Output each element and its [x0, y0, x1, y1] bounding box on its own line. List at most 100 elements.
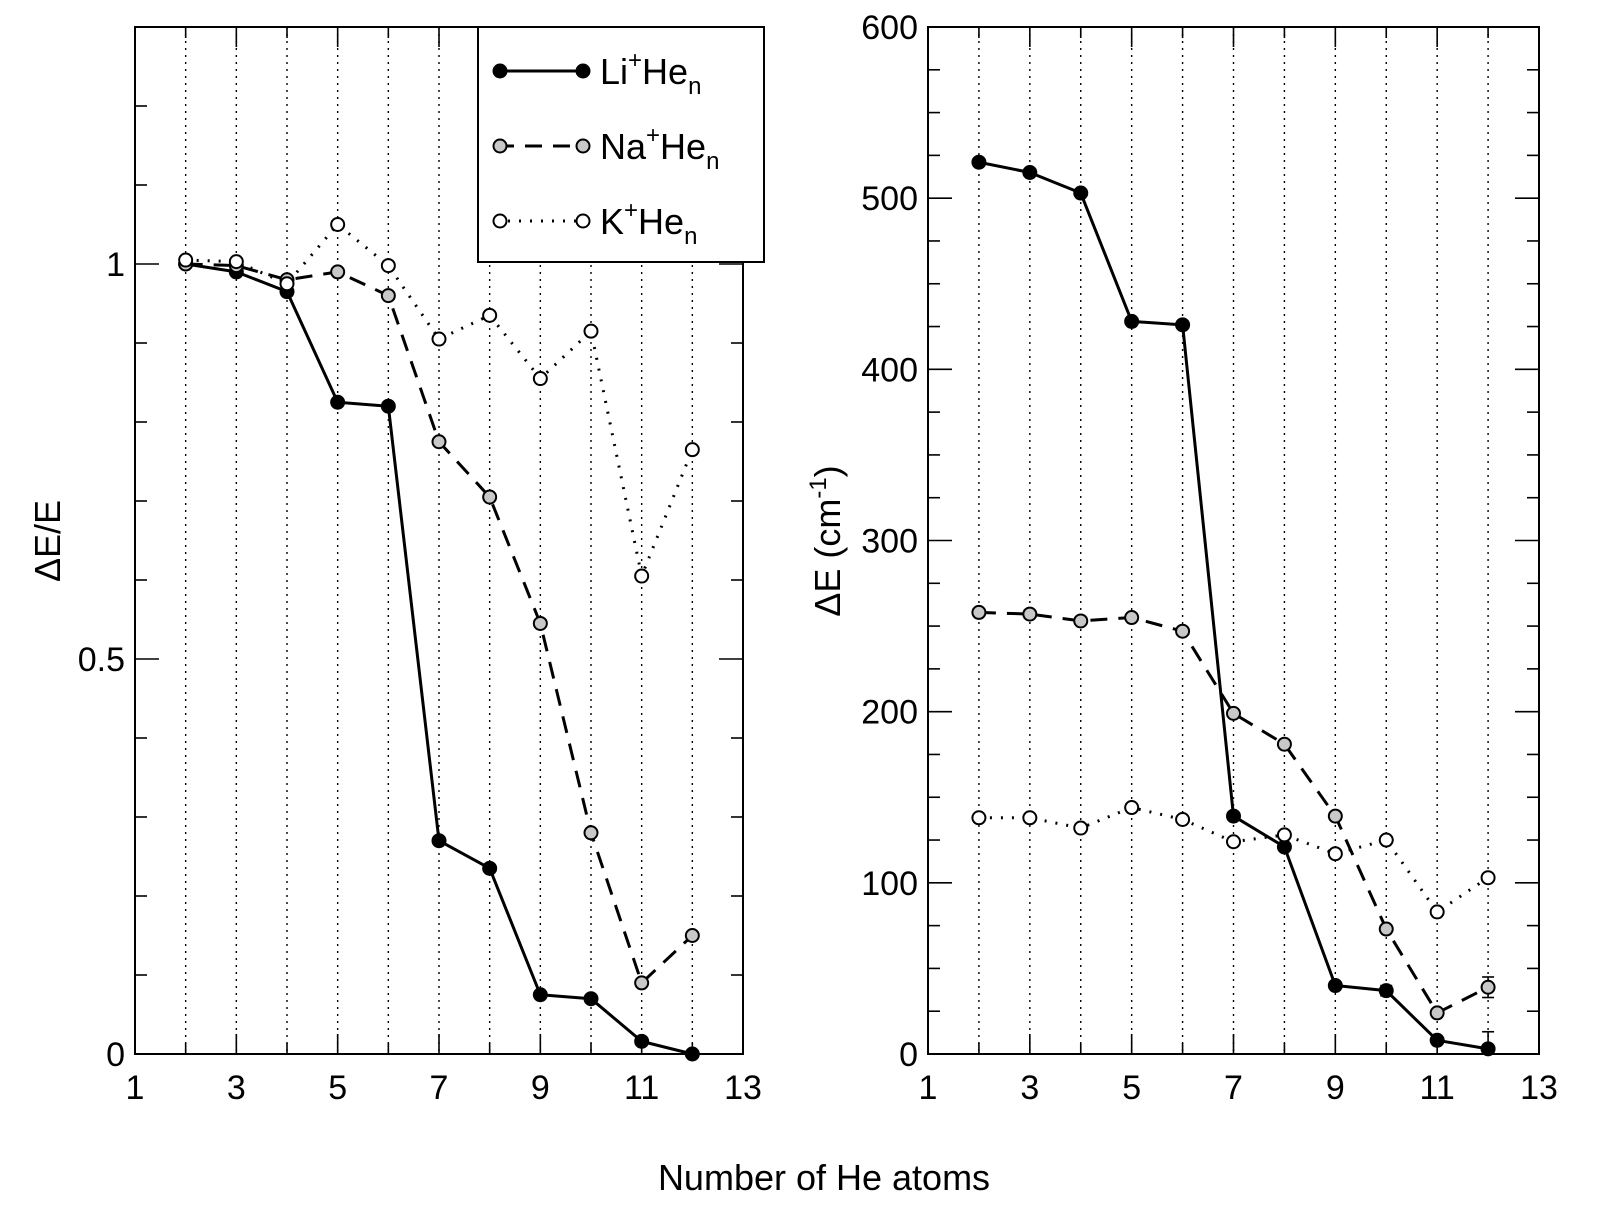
data-point-li [482, 860, 498, 876]
x-tick-label: 1 [919, 1069, 938, 1107]
y-tick-label: 1 [106, 246, 125, 284]
data-point-li [1073, 185, 1089, 201]
y-tick-label: 600 [861, 9, 918, 47]
data-point-k [1276, 827, 1292, 843]
x-tick-label: 7 [430, 1069, 449, 1107]
data-point-li [971, 154, 987, 170]
series-line-k [185, 223, 694, 578]
data-point-k [1480, 870, 1496, 886]
y-axis-label-left: ΔE/E [27, 500, 68, 582]
legend-label-na: Na+Hen [600, 122, 719, 175]
data-point-na [1124, 610, 1140, 626]
plot-frame [927, 26, 1540, 1055]
data-point-k [1327, 846, 1343, 862]
x-tick-label: 13 [724, 1069, 762, 1107]
x-tick-label: 11 [1420, 1069, 1455, 1107]
x-tick-label: 5 [1122, 1069, 1141, 1107]
data-point-na [330, 264, 346, 280]
data-point-na [1175, 623, 1191, 639]
data-point-k [1073, 820, 1089, 836]
data-point-k [1022, 810, 1038, 826]
data-point-k [634, 568, 650, 584]
legend-marker-na [575, 138, 591, 154]
y-tick-label: 0 [106, 1036, 125, 1074]
data-point-k [178, 252, 194, 268]
legend: Li+Hen Na+Hen K+Hen [477, 26, 765, 263]
legend-marker-li [575, 63, 591, 79]
series-line-li [978, 160, 1489, 1051]
legend-marker-k [492, 213, 508, 229]
data-point-li [634, 1033, 650, 1049]
x-tick-label: 13 [1520, 1069, 1558, 1107]
data-point-k [971, 810, 987, 826]
y-axis-label-right: ΔE (cm-1) [805, 465, 848, 616]
data-point-na [1073, 613, 1089, 629]
data-point-na [1429, 1005, 1445, 1021]
data-point-k [1175, 812, 1191, 828]
y-tick-label: 100 [861, 865, 918, 903]
y-tick-label: 300 [861, 523, 918, 561]
data-point-na [583, 825, 599, 841]
data-point-na [1276, 736, 1292, 752]
data-point-k [532, 371, 548, 387]
legend-marker-li [492, 63, 508, 79]
x-tick-label: 3 [227, 1069, 246, 1107]
y-tick-label: 500 [861, 180, 918, 218]
plot-frame [134, 26, 744, 1055]
data-point-k [380, 258, 396, 274]
data-point-k [583, 323, 599, 339]
y-tick-label: 400 [861, 351, 918, 389]
data-point-na [380, 288, 396, 304]
data-point-li [684, 1046, 700, 1062]
data-point-k [1378, 832, 1394, 848]
data-point-k [1429, 904, 1445, 920]
data-point-li [431, 833, 447, 849]
legend-label-k: K+Hen [600, 197, 697, 250]
x-tick-label: 5 [328, 1069, 347, 1107]
data-point-li [1480, 1041, 1496, 1057]
data-point-na [431, 434, 447, 450]
data-point-k [1226, 834, 1241, 850]
legend-entry-na: Na+Hen [492, 122, 719, 175]
data-point-li [1429, 1032, 1445, 1048]
x-tick-label: 7 [1224, 1069, 1243, 1107]
data-point-na [1480, 979, 1496, 995]
legend-label-li: Li+Hen [600, 47, 701, 100]
data-point-k [1124, 800, 1140, 816]
x-axis-label: Number of He atoms [658, 1157, 990, 1198]
data-point-k [330, 217, 346, 232]
x-tick-label: 11 [624, 1069, 659, 1107]
data-point-na [1378, 921, 1394, 937]
data-point-k [279, 276, 295, 292]
data-point-na [1327, 808, 1343, 824]
data-point-li [1022, 164, 1038, 180]
data-point-li [380, 398, 396, 414]
data-point-na [684, 928, 700, 943]
data-point-k [431, 331, 447, 347]
y-tick-label: 200 [861, 694, 918, 732]
series-line-na [978, 610, 1489, 1015]
data-point-na [532, 615, 548, 631]
data-point-k [684, 442, 700, 458]
data-point-li [330, 394, 346, 410]
data-point-li [1175, 317, 1191, 333]
data-point-na [971, 604, 987, 620]
data-point-li [583, 991, 599, 1007]
data-point-li [1327, 978, 1343, 994]
legend-entry-k: K+Hen [492, 197, 697, 250]
x-tick-label: 1 [126, 1069, 145, 1107]
y-tick-label: 0.5 [78, 641, 125, 679]
data-point-na [482, 489, 498, 505]
data-point-k [228, 254, 244, 270]
x-tick-label: 3 [1020, 1069, 1039, 1107]
data-point-li [1378, 983, 1394, 999]
data-point-na [634, 975, 650, 991]
data-point-na [1226, 705, 1241, 721]
y-tick-label: 0 [899, 1036, 918, 1074]
legend-entry-li: Li+Hen [492, 47, 701, 100]
data-point-li [532, 987, 548, 1003]
legend-marker-k [575, 213, 591, 229]
